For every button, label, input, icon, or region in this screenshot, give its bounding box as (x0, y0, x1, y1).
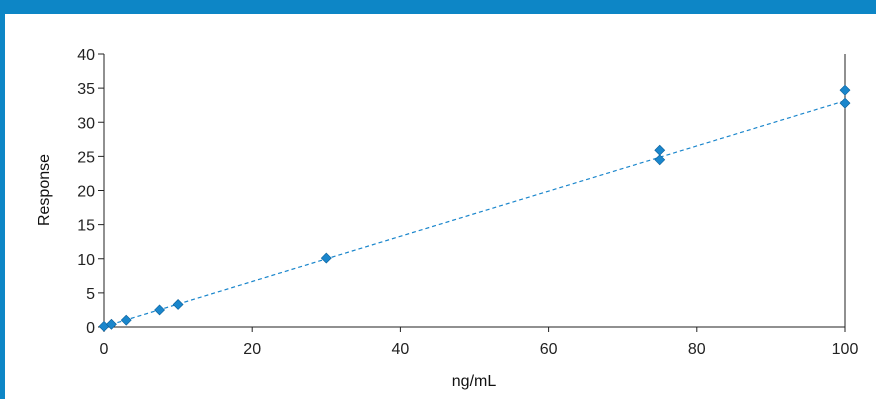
x-tick-label: 80 (688, 341, 706, 358)
y-tick-label: 40 (77, 47, 95, 64)
y-tick-label: 30 (77, 115, 95, 132)
x-tick-label: 60 (540, 341, 558, 358)
y-tick-label: 15 (77, 218, 95, 235)
data-point (154, 304, 165, 316)
data-point (654, 144, 666, 156)
x-tick-label: 40 (392, 341, 410, 358)
x-tick-label: 100 (832, 341, 859, 358)
data-point (120, 314, 132, 326)
y-tick-label: 5 (86, 286, 95, 303)
x-tick-label: 0 (100, 341, 109, 358)
trendline (103, 100, 846, 328)
y-tick-label: 25 (77, 149, 95, 166)
x-tick-label: 20 (243, 341, 261, 358)
header-bar (0, 0, 876, 14)
x-axis-title: ng/mL (452, 373, 497, 390)
y-tick-label: 35 (77, 81, 95, 98)
y-tick-label: 20 (77, 184, 95, 201)
data-point (320, 252, 332, 264)
data-point (839, 97, 851, 109)
data-point (839, 84, 851, 96)
trendline-layer (103, 100, 846, 328)
data-point (654, 154, 666, 166)
axes: 0 5 10 15 20 25 30 35 40 0 20 40 60 80 100 (77, 47, 858, 358)
data-points (98, 84, 851, 332)
data-point (172, 299, 184, 310)
left-accent-rule (0, 0, 5, 399)
y-axis-title: Response (36, 154, 53, 226)
y-tick-label: 0 (86, 320, 95, 337)
data-point (105, 318, 117, 330)
y-tick-label: 10 (77, 252, 95, 269)
